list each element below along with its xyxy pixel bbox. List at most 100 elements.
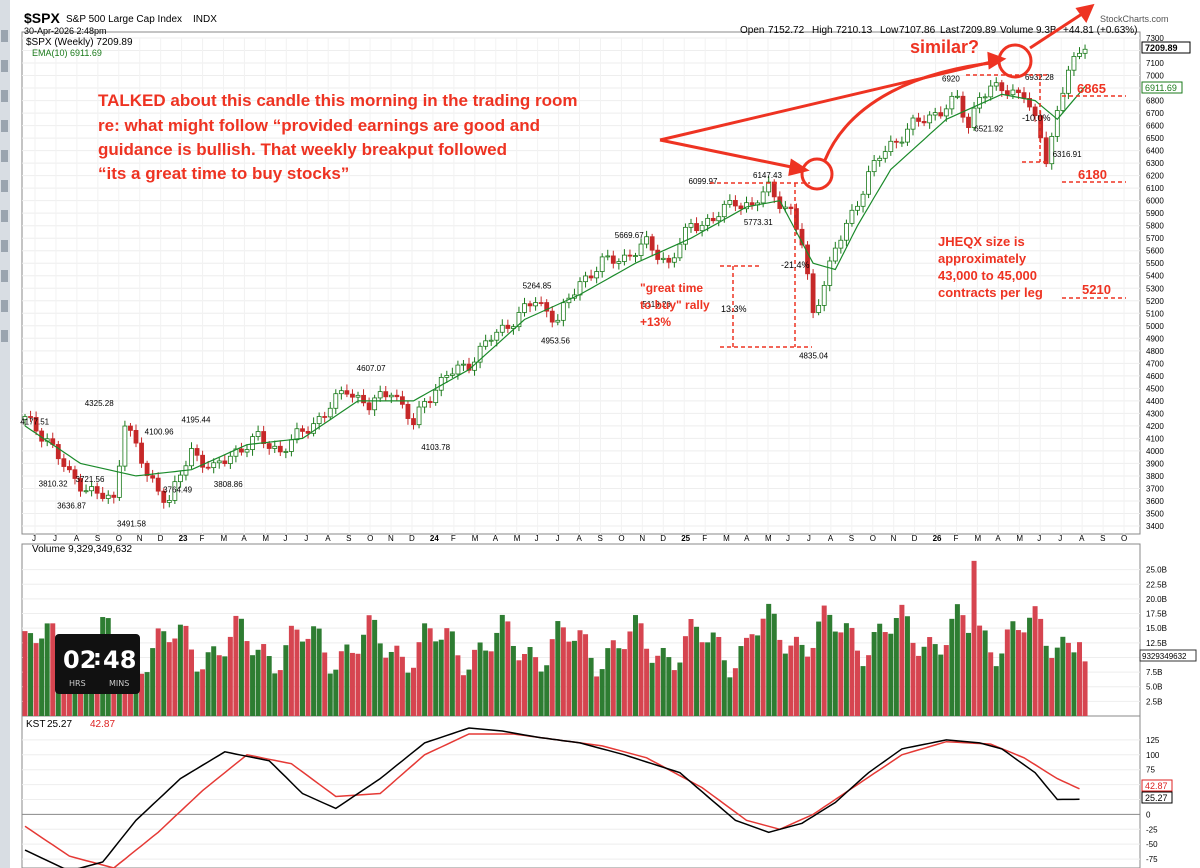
candle-body: [205, 466, 211, 469]
price-label: 5119.26: [642, 300, 671, 309]
month-tick-label: O: [116, 534, 122, 543]
volume-bar: [372, 619, 378, 716]
ema-legend: EMA(10) 6911.69: [32, 48, 102, 58]
candle-body: [244, 449, 250, 453]
candle-body: [1077, 52, 1082, 57]
volume-bar: [1071, 652, 1077, 716]
volume-bar: [655, 655, 661, 716]
volume-bar: [766, 603, 772, 716]
candle-body: [849, 209, 855, 224]
month-tick-label: D: [660, 534, 666, 543]
candle-body: [555, 319, 561, 323]
volume-bar: [144, 672, 150, 716]
timer-hours-label: HRS: [69, 679, 86, 688]
candle-body: [588, 275, 594, 279]
price-tick-label: 3400: [1146, 522, 1164, 531]
candle-body: [166, 499, 172, 503]
candle-body: [583, 275, 588, 283]
candle-body: [405, 403, 411, 419]
candle-body: [366, 402, 372, 411]
volume-bar: [244, 641, 250, 716]
volume-bar: [827, 614, 833, 716]
left-toolbar[interactable]: [0, 0, 10, 868]
candle-body: [477, 345, 483, 363]
volume-bar: [893, 618, 899, 716]
volume-bar: [28, 633, 34, 716]
price-tick-label: 5200: [1146, 297, 1164, 306]
price-tick-label: 3900: [1146, 459, 1164, 468]
volume-bar: [838, 632, 844, 716]
price-tick-label: 3800: [1146, 472, 1164, 481]
volume-bar: [988, 652, 994, 716]
month-tick-label: S: [95, 534, 100, 543]
candle-body: [943, 108, 949, 117]
volume-bar: [1027, 617, 1033, 716]
price-tick-label: 7000: [1146, 72, 1164, 81]
last-value: 7209.89: [960, 25, 997, 36]
volume-bar: [949, 618, 955, 716]
candle-body: [866, 171, 871, 195]
volume-bar: [277, 670, 283, 716]
volume-bar: [816, 621, 822, 716]
volume-bar: [466, 669, 472, 716]
candle-body: [966, 116, 971, 128]
annotation-line-4: “its a great time to buy stocks”: [98, 164, 349, 183]
volume-bar: [605, 648, 611, 716]
kst-tick-label: -75: [1146, 855, 1158, 864]
price-tick-label: 4500: [1146, 384, 1164, 393]
volume-bar: [544, 665, 550, 716]
last-label: Last: [940, 25, 959, 36]
month-tick-label: S: [1100, 534, 1105, 543]
volume-bar: [361, 634, 367, 716]
month-tick-label: N: [137, 534, 143, 543]
price-label: 6147.43: [753, 171, 782, 180]
jheqx-line-4: contracts per leg: [938, 285, 1043, 300]
price-legend: $SPX (Weekly) 7209.89: [26, 37, 133, 48]
month-tick-label: F: [702, 534, 707, 543]
volume-bar: [943, 645, 949, 716]
volume-bar: [560, 627, 566, 716]
timer-colon: :: [93, 646, 102, 671]
candle-body: [633, 255, 638, 257]
candle-body: [494, 331, 500, 341]
candle-body: [1054, 110, 1060, 137]
volume-bar: [510, 645, 516, 716]
index-name-text: S&P 500 Large Cap Index: [66, 14, 182, 25]
price-tick-label: 6600: [1146, 122, 1164, 131]
volume-bar: [877, 623, 883, 716]
volume-tick-label: 12.5B: [1146, 639, 1167, 648]
month-tick-label: J: [304, 534, 308, 543]
candle-body: [94, 486, 100, 494]
candle-body: [216, 460, 222, 464]
price-tick-label: 3500: [1146, 509, 1164, 518]
candle-body: [649, 236, 655, 251]
volume-bar: [1065, 642, 1071, 716]
volume-bar: [294, 629, 300, 716]
candle-body: [28, 416, 33, 418]
month-tick-label: J: [32, 534, 36, 543]
candle-body: [161, 490, 167, 503]
volume-bar: [793, 636, 799, 716]
candle-body: [538, 302, 544, 304]
last-price-badge: [1141, 41, 1191, 54]
candle-body: [461, 363, 466, 366]
candle-body: [250, 436, 255, 450]
volume-bar: [200, 669, 206, 716]
volume-bar: [327, 673, 333, 716]
volume-bar: [916, 655, 922, 716]
month-tick-label: M: [472, 534, 479, 543]
price-tick-label: 6700: [1146, 109, 1164, 118]
ema-line: [24, 86, 1086, 477]
similar-text: similar?: [910, 37, 979, 57]
candle-body: [388, 394, 394, 398]
candle-body: [311, 423, 317, 434]
volume-tick-label: 7.5B: [1146, 668, 1162, 677]
open-value: 7152.72: [768, 25, 805, 36]
month-tick-label: M: [262, 534, 269, 543]
volume-bar: [1015, 630, 1021, 716]
candle-body: [277, 445, 283, 453]
candle-body: [211, 462, 217, 469]
volume-bar: [177, 624, 183, 716]
timer-minutes: 48: [103, 646, 137, 674]
volume-bar: [910, 642, 916, 716]
